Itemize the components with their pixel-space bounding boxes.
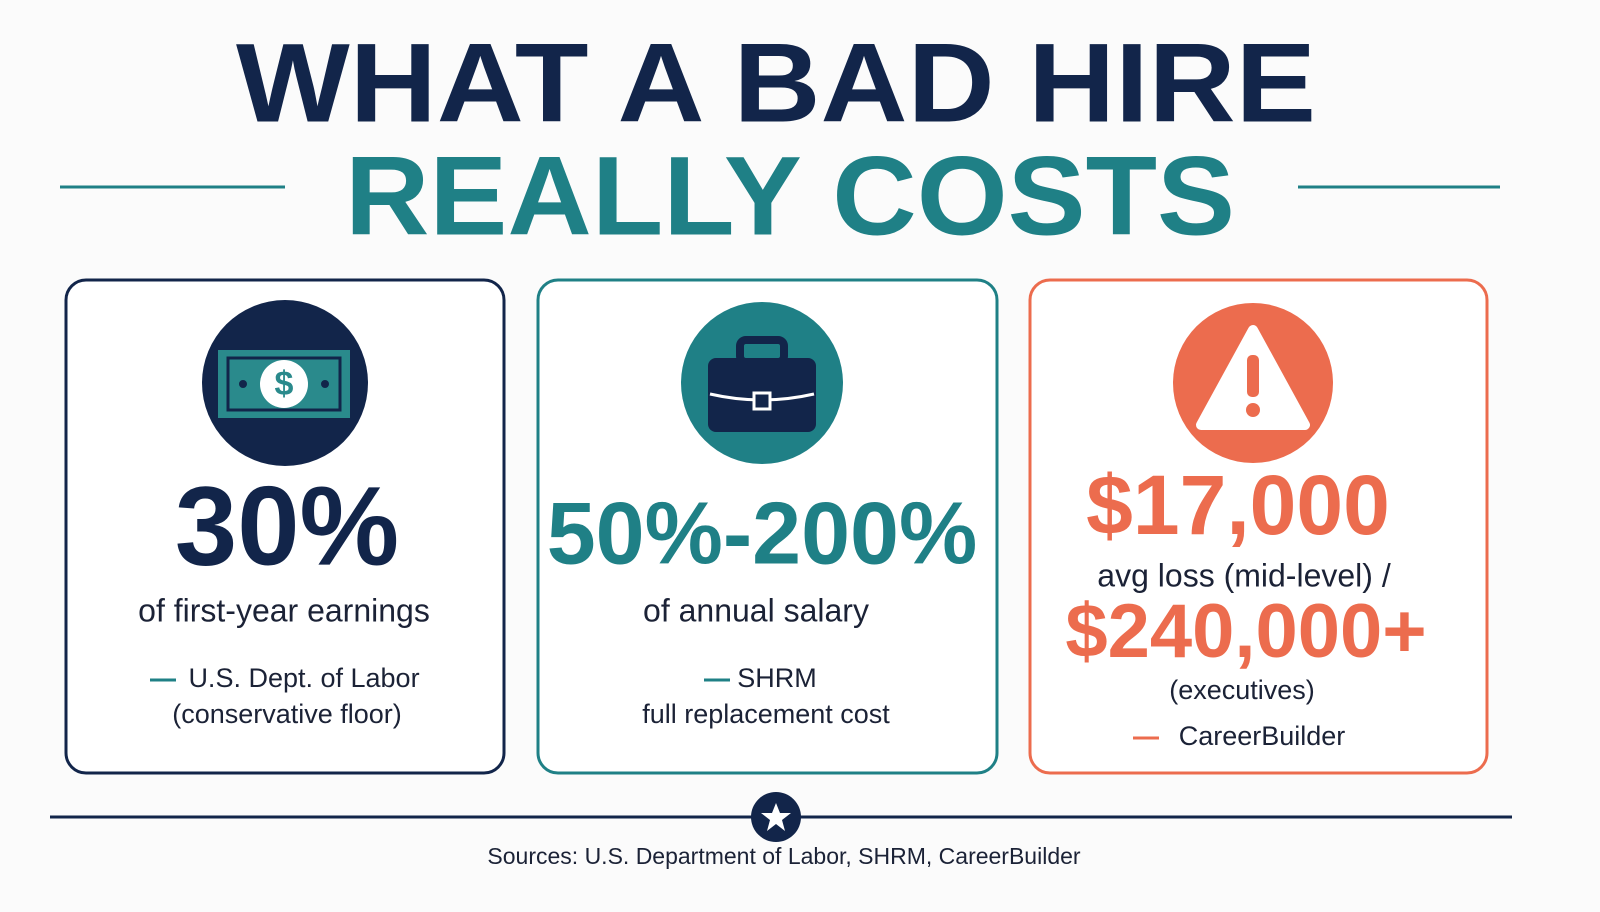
stat: 30% — [175, 464, 399, 589]
money-icon: $ — [202, 300, 368, 466]
stat: 50%-200% — [547, 483, 978, 582]
warning-icon — [1173, 303, 1333, 463]
title-line-1: WHAT A BAD HIRE — [236, 21, 1316, 146]
source: CareerBuilder — [1179, 721, 1346, 751]
description: avg loss (mid-level) / — [1097, 557, 1391, 593]
description: of first-year earnings — [138, 592, 430, 628]
stat: $240,000+ — [1065, 589, 1426, 674]
source: full replacement cost — [642, 699, 890, 729]
card — [536, 278, 999, 775]
star — [761, 803, 791, 831]
source: (conservative floor) — [172, 699, 402, 729]
description: of annual salary — [643, 592, 869, 628]
briefcase-icon — [681, 302, 843, 464]
description: (executives) — [1169, 675, 1315, 705]
card — [1028, 278, 1489, 775]
card — [64, 278, 506, 775]
source: U.S. Dept. of Labor — [188, 663, 419, 693]
stat: $17,000 — [1086, 458, 1390, 552]
svg-text:$: $ — [275, 365, 294, 403]
title-line-2: REALLY COSTS — [345, 134, 1235, 259]
sources: Sources: U.S. Department of Labor, SHRM,… — [487, 843, 1080, 869]
source: SHRM — [737, 663, 817, 693]
